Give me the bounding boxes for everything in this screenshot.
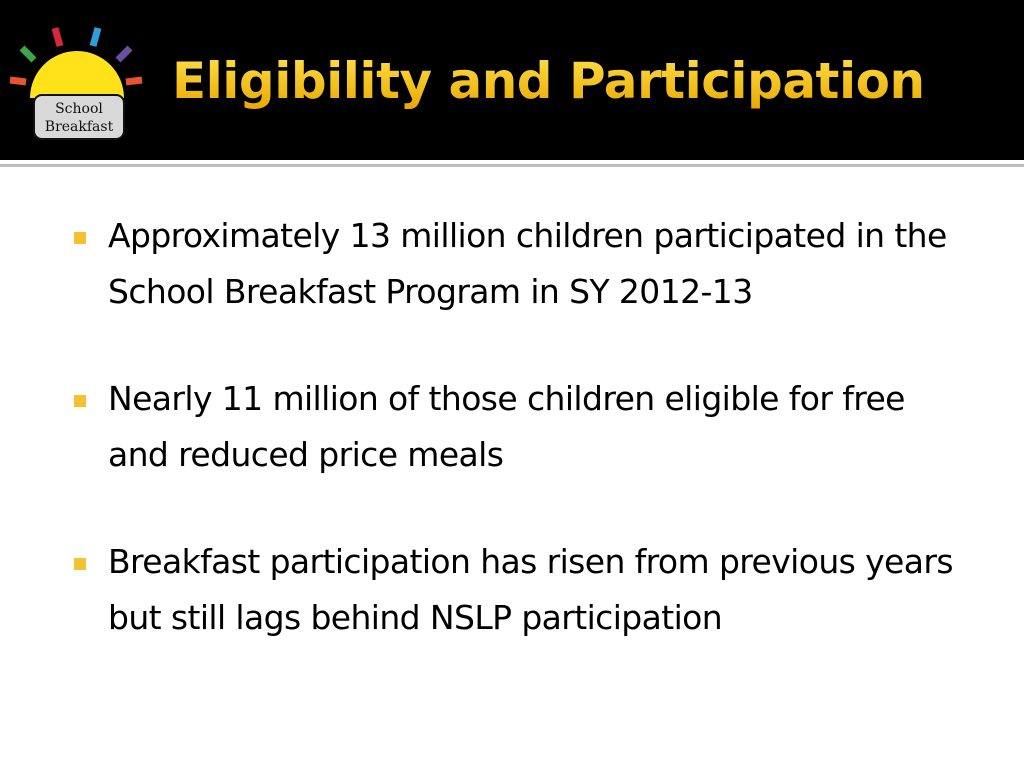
- bullet-item: Nearly 11 million of those children elig…: [74, 371, 968, 483]
- logo-text: Breakfast: [45, 119, 114, 135]
- logo-box: [33, 94, 125, 140]
- slide-title: Eligibility and Participation: [172, 52, 925, 110]
- bullet-item: Breakfast participation has risen from p…: [74, 534, 968, 646]
- bullet-item: Approximately 13 million children partic…: [74, 208, 968, 320]
- header-rule: [0, 164, 1024, 167]
- bullet-marker: [74, 395, 86, 407]
- bullet-text: Breakfast participation has risen from p…: [108, 542, 954, 637]
- bullet-text: Nearly 11 million of those children elig…: [108, 379, 905, 474]
- header-band: [0, 0, 1024, 160]
- logo-text: School: [55, 101, 103, 117]
- bullet-text: Approximately 13 million children partic…: [108, 216, 947, 311]
- bullet-list: Approximately 13 million children partic…: [0, 208, 1024, 697]
- bullet-marker: [74, 232, 86, 244]
- logo-rays: [9, 27, 143, 86]
- bullet-marker: [74, 558, 86, 570]
- logo-sun: [30, 51, 124, 98]
- logo: School Breakfast: [9, 27, 143, 140]
